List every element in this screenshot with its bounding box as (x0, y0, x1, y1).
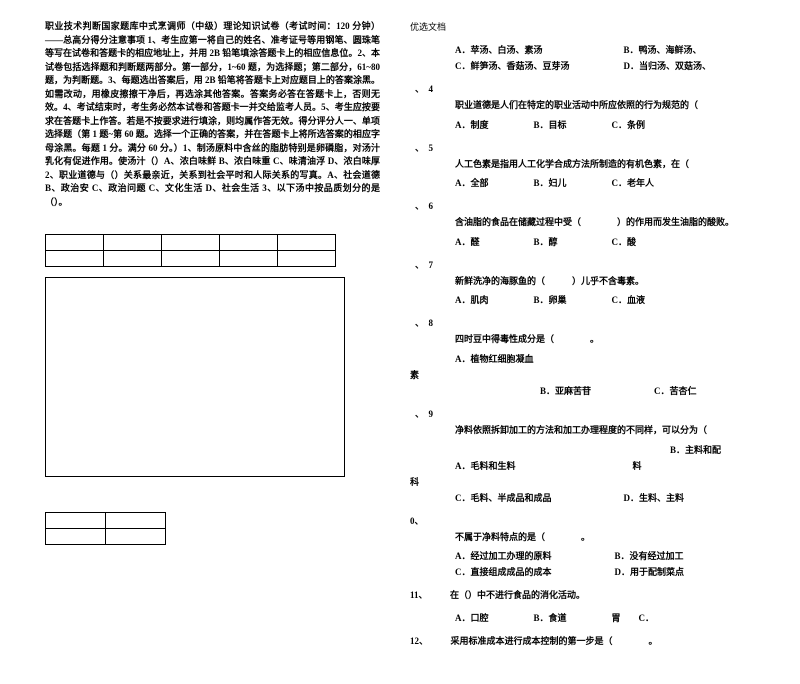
q6-opts: A．醛 B．醇 C．酸 (455, 235, 780, 248)
q12-number: 12、 采用标准成本进行成本控制的第一步是（ 。 (410, 634, 780, 647)
q6-text: 含油脂的食品在储藏过程中受（ ）的作用而发生油脂的酸败。 (455, 216, 780, 229)
q10-opts-2: C．直接组成成品的成本 D．用于配制菜点 (455, 565, 780, 578)
q11-opts: A．口腔 B．食道 胃 C． (455, 611, 780, 624)
q9-opt-row3: C．毛料、半成品和成品 D．生料、主料 (455, 491, 780, 504)
q8-suffix: 素 (410, 368, 780, 381)
q7-number: 、 7 (415, 258, 780, 271)
q8-opt-a: A．植物红细胞凝血 (455, 352, 780, 365)
q4-opts: A．制度 B．目标 C．条例 (455, 118, 780, 131)
q11-number: 11、 在（）中不进行食品的消化活动。 (410, 588, 780, 601)
q7-opts: A．肌肉 B．卵巢 C．血液 (455, 293, 780, 306)
q7-text: 新鲜洗净的海豚鱼的（ ）儿乎不含毒素。 (455, 275, 780, 288)
score-table-2 (45, 512, 166, 545)
doc-tag: 优选文档 (410, 20, 780, 33)
q5-number: 、 5 (415, 141, 780, 154)
q6-number: 、 6 (415, 199, 780, 212)
q3-opts-cd: C．鲜笋汤、香菇汤、豆芽汤 D．当归汤、双菇汤、 (455, 59, 780, 72)
q9-opt-b: B．主料和配 (670, 443, 780, 456)
q9-suffix: 科 (410, 475, 780, 488)
answer-area-box (45, 277, 345, 477)
q8-opt-bc: B．亚麻苦苷 C．苦杏仁 (540, 384, 780, 397)
score-table-1 (45, 234, 336, 267)
q4-number: 、 4 (415, 82, 780, 95)
q10-number: 0、 (410, 514, 780, 527)
exam-header-paragraph: 职业技术判断国家题库中式烹调师（中级）理论知识试卷（考试时间：120 分钟）——… (45, 20, 380, 209)
q9-text: 净料依照拆卸加工的方法和加工办理程度的不同样，可以分为（ (455, 424, 780, 437)
q9-opt-row2: A．毛料和生料 料 (455, 459, 780, 472)
q3-opts-ab: A．苹汤、白汤、素汤 B．鸭汤、海鲜汤、 (455, 43, 780, 56)
q8-text: 四时豆中得毒性成分是（ 。 (455, 333, 780, 346)
q10-text: 不属于净料特点的是（ 。 (455, 531, 780, 544)
q10-opts-1: A．经过加工办理的原料 B．没有经过加工 (455, 549, 780, 562)
q4-text: 职业道德是人们在特定的职业活动中所应依照的行为规范的（ (455, 99, 780, 112)
q9-number: 、 9 (415, 407, 780, 420)
q5-opts: A．全部 B．妇儿 C．老年人 (455, 176, 780, 189)
q5-text: 人工色素是指用人工化学合成方法所制造的有机色素，在（ (455, 158, 780, 171)
q8-number: 、 8 (415, 316, 780, 329)
